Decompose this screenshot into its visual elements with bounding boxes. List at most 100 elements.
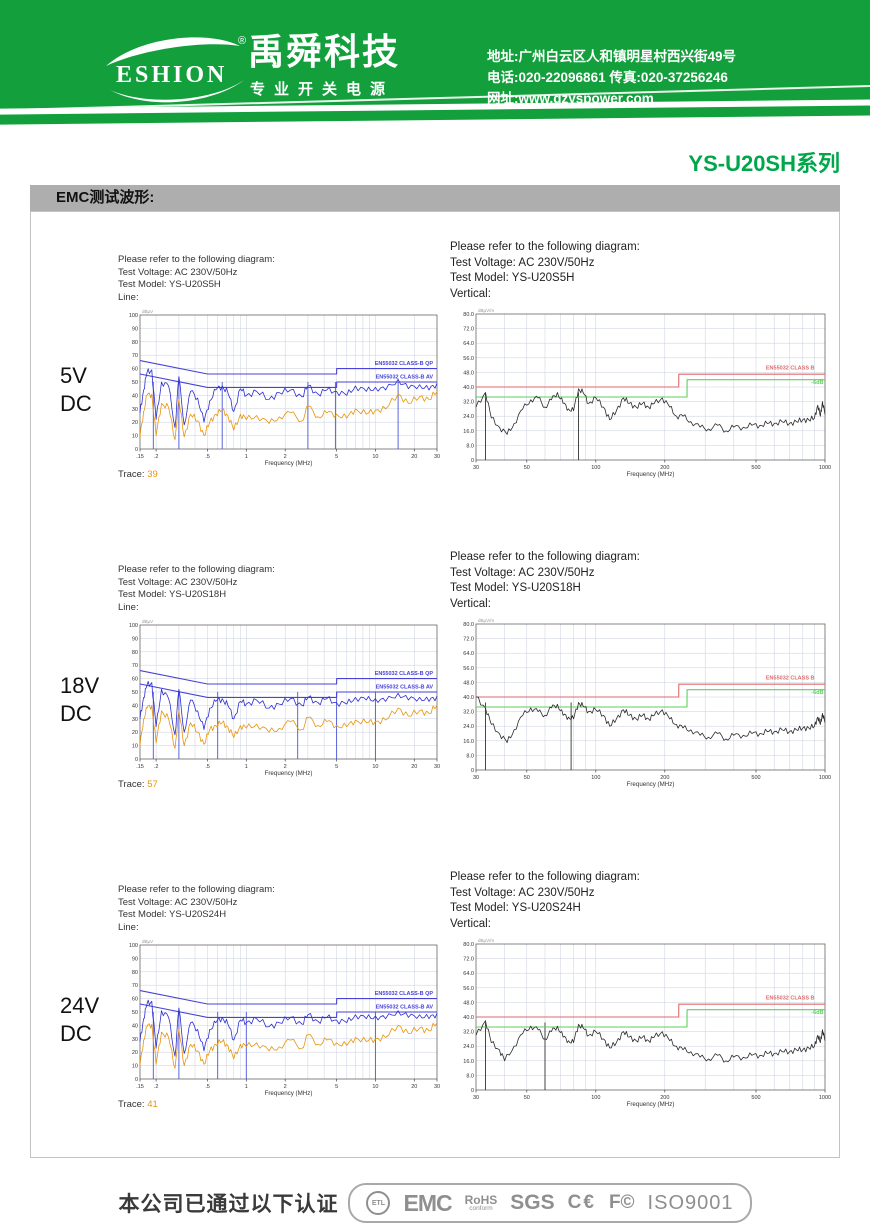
trace-caption: Trace: 57 [118, 779, 448, 790]
svg-text:EN55032 CLASS-B QP: EN55032 CLASS-B QP [375, 361, 434, 367]
svg-text:EN55032 CLASS-B QP: EN55032 CLASS-B QP [375, 671, 434, 677]
iso9001-cert-logo: ISO9001 [647, 1191, 734, 1214]
svg-text:10: 10 [372, 1084, 378, 1090]
section-title: EMC测试波形: [56, 189, 155, 206]
svg-text:.2: .2 [154, 454, 159, 460]
svg-text:24.0: 24.0 [463, 414, 474, 420]
svg-text:30: 30 [473, 465, 479, 471]
voltage-value: 24V [60, 993, 100, 1018]
svg-text:1000: 1000 [819, 1095, 831, 1101]
svg-text:30: 30 [434, 1084, 440, 1090]
svg-text:5: 5 [335, 764, 338, 770]
emc-row-5v: 5V DC Please refer to the following diag… [30, 240, 840, 550]
emc-cert-logo: EMC [403, 1189, 452, 1216]
svg-text:40: 40 [132, 1023, 138, 1029]
svg-text:Frequency (MHz): Frequency (MHz) [627, 1101, 675, 1108]
footer-text: 本公司已通过以下认证 [118, 1193, 339, 1216]
svg-text:0: 0 [135, 1077, 138, 1083]
svg-text:80.0: 80.0 [463, 622, 474, 628]
voltage-dc: DC [60, 700, 92, 726]
svg-text:90: 90 [132, 636, 138, 642]
svg-text:100: 100 [591, 465, 600, 471]
svg-text:70: 70 [132, 983, 138, 989]
svg-text:20: 20 [411, 1084, 417, 1090]
trace-label: Trace: [118, 1099, 145, 1110]
svg-text:64.0: 64.0 [463, 341, 474, 347]
radiated-panel: Please refer to the following diagram: T… [450, 870, 840, 1108]
svg-text:56.0: 56.0 [463, 356, 474, 362]
rohs-cert-logo: RoHS conform [465, 1194, 498, 1213]
svg-text:EN55032 CLASS B: EN55032 CLASS B [766, 366, 815, 372]
svg-text:EN55032 CLASS B: EN55032 CLASS B [766, 996, 815, 1002]
svg-text:64.0: 64.0 [463, 971, 474, 977]
svg-text:dBµV: dBµV [142, 939, 153, 944]
trace-number: 41 [147, 1099, 158, 1110]
svg-text:80.0: 80.0 [463, 942, 474, 948]
voltage-dc: DC [60, 390, 92, 416]
svg-text:1000: 1000 [819, 775, 831, 781]
eshion-logo: ESHION ® [106, 35, 246, 103]
chart-conducted-18v: 0 10 20 30 40 50 60 70 80 90 100 .15 .2 .5 1 2 5 10 20 30 Fr… [129, 619, 440, 777]
trace-caption: Trace: 39 [118, 469, 448, 480]
contact-address: 地址:广州白云区人和镇明星村西兴街49号 [487, 49, 737, 64]
svg-text:32.0: 32.0 [463, 1030, 474, 1036]
svg-text:0: 0 [471, 458, 474, 464]
svg-text:-6dB: -6dB [811, 380, 823, 386]
svg-text:100: 100 [129, 623, 138, 629]
svg-text:70: 70 [132, 353, 138, 359]
voltage-label: 18V DC [60, 672, 99, 727]
svg-text:Frequency (MHz): Frequency (MHz) [627, 471, 675, 478]
svg-text:50: 50 [524, 775, 530, 781]
svg-text:.15: .15 [136, 1084, 144, 1090]
svg-text:32.0: 32.0 [463, 400, 474, 406]
test-info-line: Test Voltage: AC 230V/50Hz [450, 566, 595, 579]
cert-box: ETL EMC RoHS conform SGS C€ F© ISO9001 [348, 1183, 752, 1223]
series-title: YS-U20SH系列 [688, 151, 840, 176]
test-info-line: Test Model: YS-U20S24H [450, 902, 581, 914]
svg-text:100: 100 [591, 775, 600, 781]
svg-text:-6dB: -6dB [811, 690, 823, 696]
conducted-panel: Please refer to the following diagram: T… [118, 564, 448, 790]
test-info-line: Test Model: YS-U20S5H [450, 272, 575, 284]
trace-number: 57 [147, 779, 158, 790]
test-info-line: Please refer to the following diagram: [450, 871, 640, 883]
svg-text:80: 80 [132, 340, 138, 346]
svg-text:40: 40 [132, 703, 138, 709]
svg-text:0: 0 [471, 1088, 474, 1094]
svg-text:100: 100 [591, 1095, 600, 1101]
svg-text:.15: .15 [136, 454, 144, 460]
chart-radiated-18v: 0 8.0 16.0 24.0 32.0 40.0 48.0 56.0 64.0 72.0 80.0… [463, 618, 831, 788]
svg-text:500: 500 [751, 1095, 760, 1101]
test-info-line: Line: [118, 291, 139, 303]
voltage-value: 18V [60, 673, 100, 698]
svg-text:10: 10 [132, 744, 138, 750]
svg-text:100: 100 [129, 313, 138, 319]
trace-label: Trace: [118, 779, 145, 790]
svg-text:24.0: 24.0 [463, 1044, 474, 1050]
svg-text:.5: .5 [205, 764, 210, 770]
svg-text:90: 90 [132, 326, 138, 332]
svg-text:dBµV/m: dBµV/m [478, 618, 494, 623]
trace-number: 39 [147, 469, 158, 480]
test-info-line: Please refer to the following diagram: [118, 884, 275, 895]
svg-text:16.0: 16.0 [463, 429, 474, 435]
test-info-line: Vertical: [450, 917, 491, 930]
svg-text:72.0: 72.0 [463, 327, 474, 333]
svg-text:90: 90 [132, 956, 138, 962]
test-info-line: Test Voltage: AC 230V/50Hz [118, 576, 238, 588]
svg-text:Frequency (MHz): Frequency (MHz) [265, 770, 313, 777]
test-info-line: Please refer to the following diagram: [118, 254, 275, 265]
brand-tagline: 专业开关电源 [250, 81, 395, 98]
test-info-line: Please refer to the following diagram: [450, 551, 640, 563]
test-info-line: Test Model: YS-U20S24H [118, 909, 227, 920]
svg-text:EN55032 CLASS-B AV: EN55032 CLASS-B AV [376, 1004, 434, 1010]
svg-text:2: 2 [284, 454, 287, 460]
svg-text:32.0: 32.0 [463, 710, 474, 716]
svg-text:8.0: 8.0 [466, 443, 474, 449]
sgs-cert-logo: SGS [510, 1191, 555, 1214]
svg-text:50: 50 [132, 690, 138, 696]
svg-text:.15: .15 [136, 764, 144, 770]
radiated-panel: Please refer to the following diagram: T… [450, 550, 840, 788]
svg-text:5: 5 [335, 454, 338, 460]
